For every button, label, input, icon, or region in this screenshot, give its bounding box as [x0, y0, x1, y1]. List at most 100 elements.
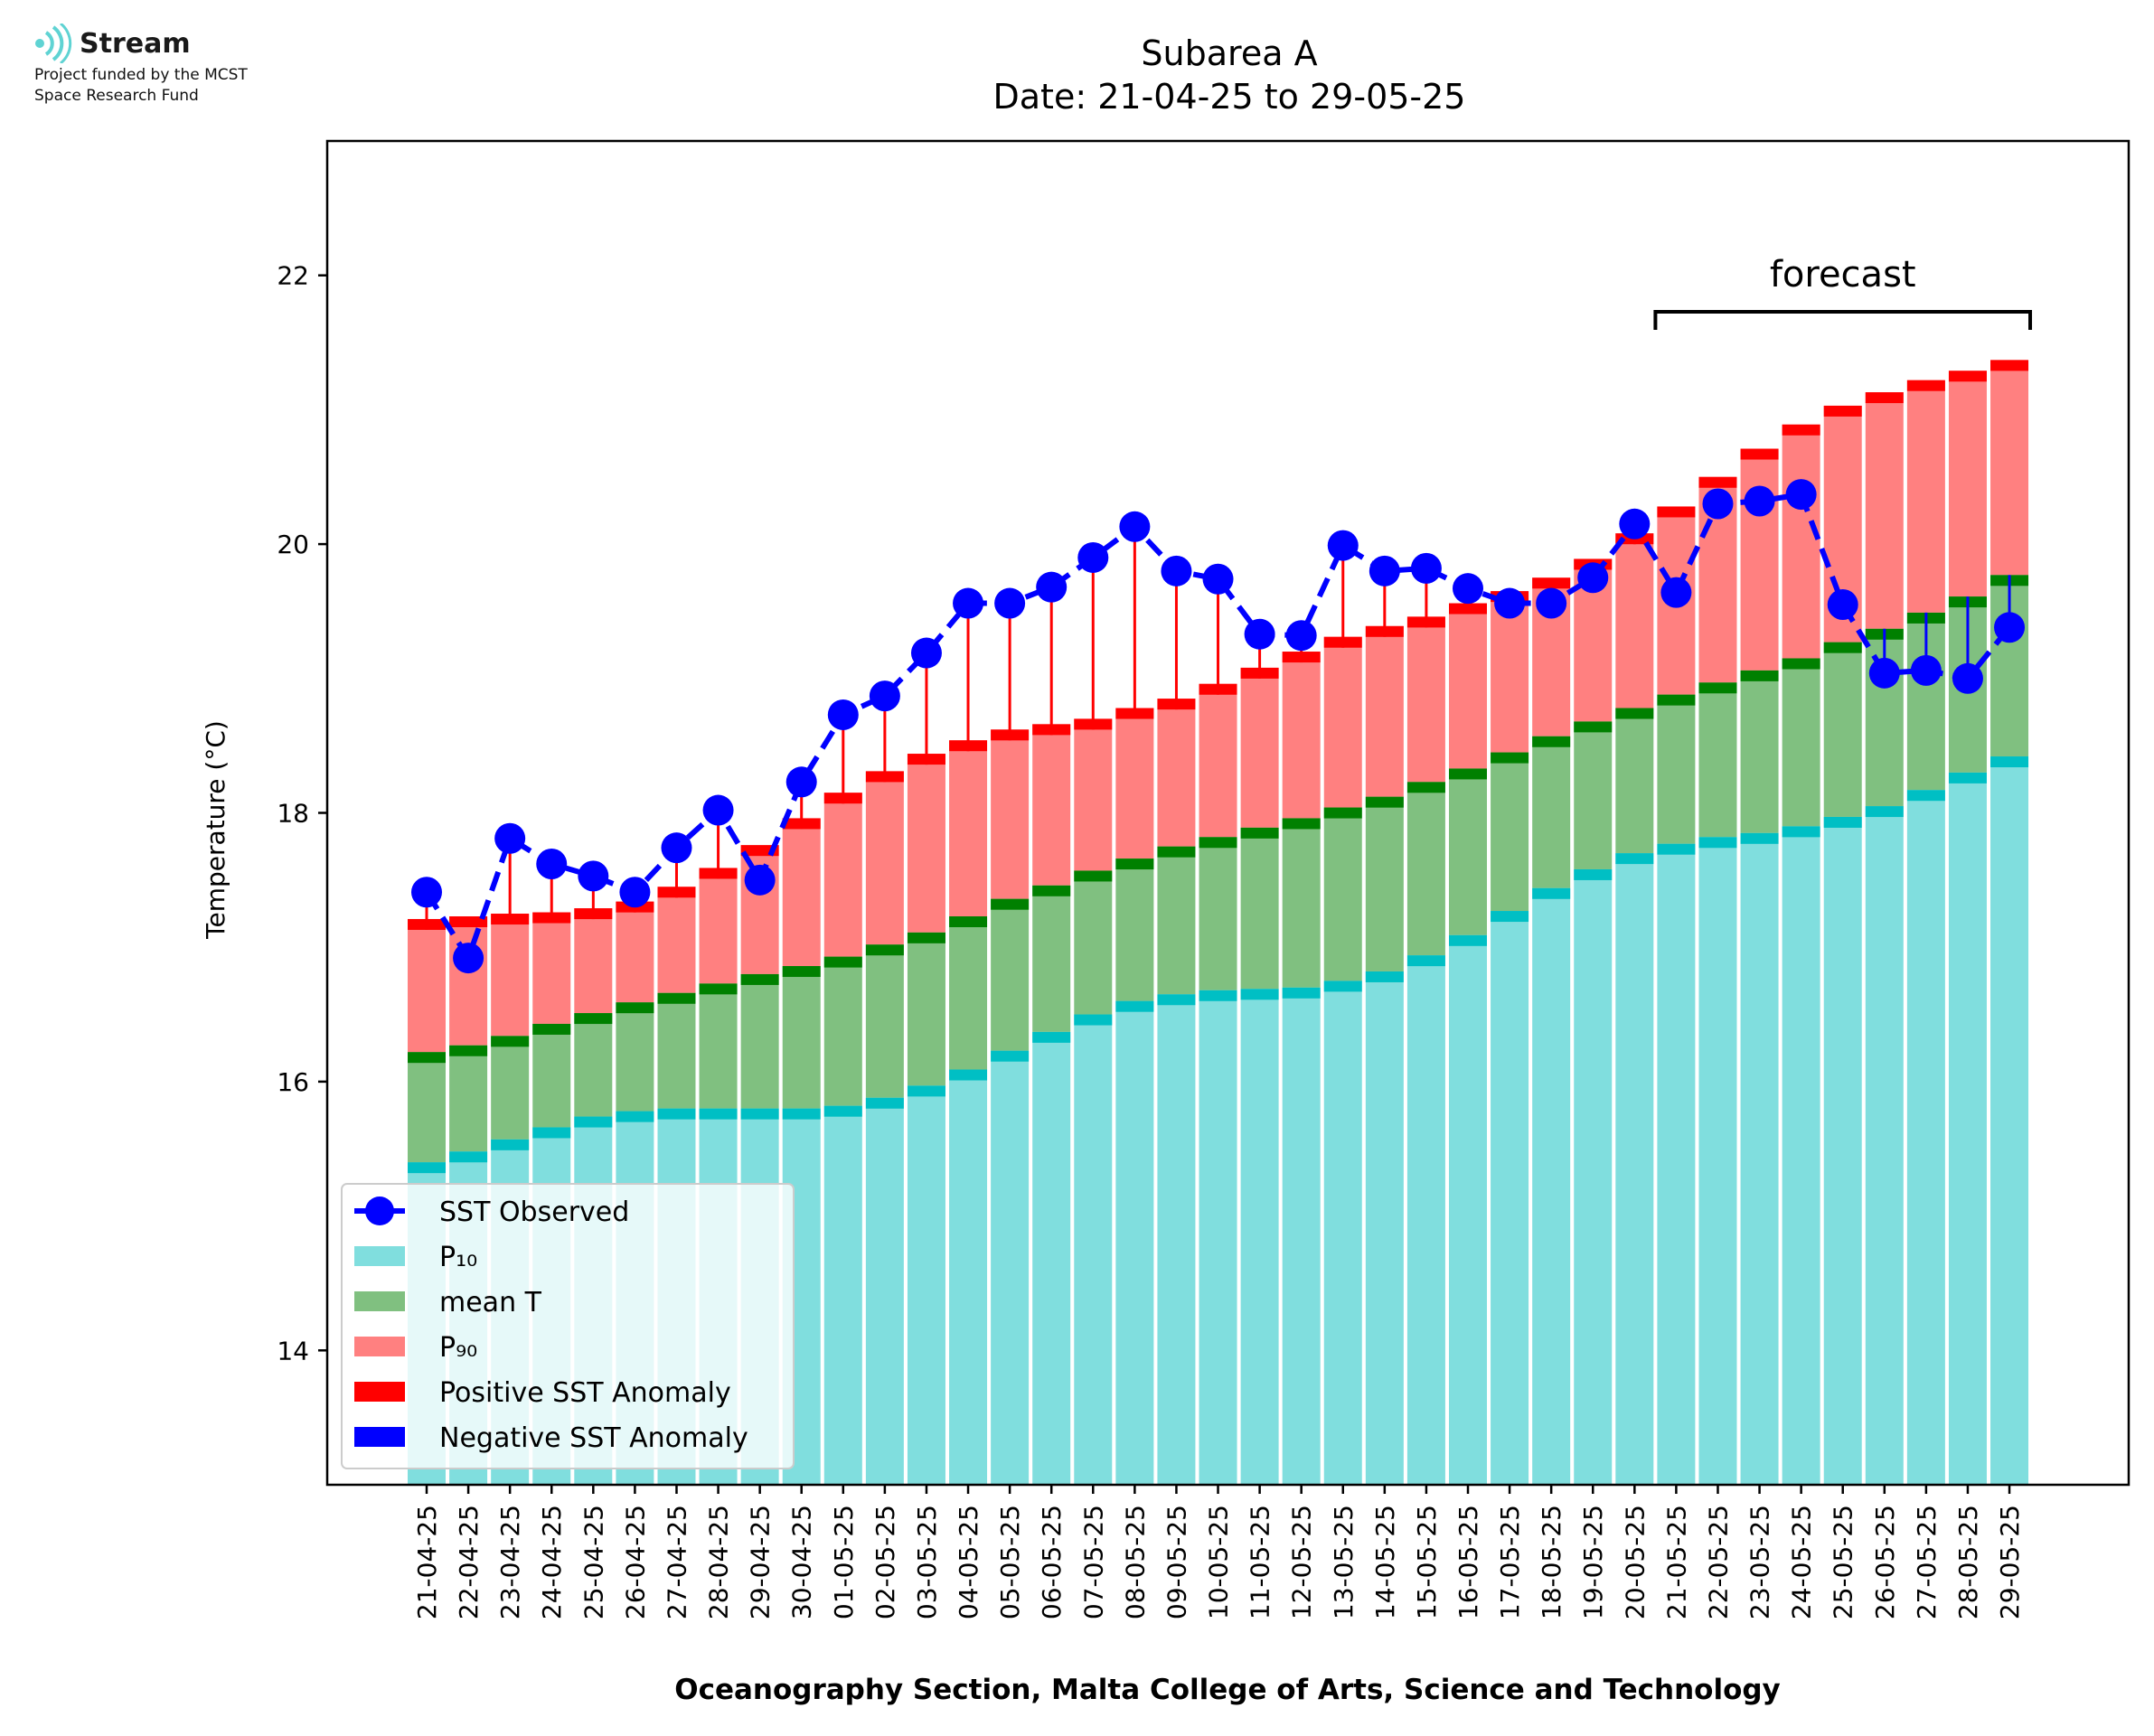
y-tick-label: 20: [277, 530, 309, 559]
p90-bar: [1032, 724, 1071, 886]
p10-cap: [1782, 826, 1820, 838]
legend-label: P₁₀: [439, 1242, 477, 1273]
mean-cap: [1449, 768, 1487, 780]
p90-cap: [449, 915, 488, 927]
p90-bar: [1115, 708, 1154, 859]
sst-observed-point: [869, 680, 900, 712]
mean-bar: [1823, 642, 1862, 817]
x-tick-label: 01-05-25: [829, 1505, 859, 1619]
p90-bar: [491, 914, 530, 1037]
x-tick-label: 26-05-25: [1870, 1505, 1900, 1619]
mean-bar: [491, 1036, 530, 1140]
p10-bar: [949, 1069, 988, 1485]
x-axis: 21-04-25 22-04-25 23-04-25 24-04-25 25-04-25…: [412, 1485, 2025, 1619]
legend-swatch-positive-sst-anomaly: [354, 1382, 405, 1402]
legend-label: Positive SST Anomaly: [439, 1377, 731, 1409]
mean-bar: [740, 973, 779, 1109]
mean-cap: [782, 966, 821, 978]
sst-observed-point: [910, 637, 942, 669]
sst-observed-point: [1244, 618, 1275, 650]
p90-cap: [1698, 476, 1737, 488]
p10-cap: [865, 1097, 904, 1109]
p10-cap: [1948, 772, 1987, 784]
y-tick-label: 16: [277, 1067, 309, 1097]
p10-bar: [1115, 1000, 1154, 1485]
p10-cap: [491, 1139, 530, 1150]
mean-cap: [1740, 670, 1779, 681]
legend-marker-icon: [365, 1196, 394, 1225]
p90-cap: [1532, 577, 1571, 589]
p10-cap: [1698, 837, 1737, 849]
p10-bar: [1782, 826, 1820, 1485]
x-tick-label: 21-04-25: [412, 1505, 442, 1619]
mean-bar: [1491, 752, 1529, 912]
mean-bar: [1032, 885, 1071, 1032]
legend-swatch-p: [354, 1246, 405, 1266]
sst-observed-point: [453, 943, 484, 974]
mean-cap: [1823, 642, 1862, 653]
p90-bar: [1449, 603, 1487, 769]
x-tick-label: 12-05-25: [1287, 1505, 1317, 1619]
p10-bar: [1240, 989, 1279, 1485]
mean-bar: [782, 966, 821, 1109]
x-tick-label: 07-05-25: [1078, 1505, 1108, 1619]
mean-bar: [657, 992, 696, 1109]
sst-observed-point: [1994, 612, 2026, 643]
p90-bar: [782, 818, 821, 967]
mean-cap: [1115, 859, 1154, 870]
y-tick-label: 14: [277, 1336, 309, 1365]
logo-brand: Stream: [34, 23, 360, 63]
p10-cap: [1199, 990, 1237, 1001]
mean-bar: [991, 898, 1030, 1051]
mean-bar: [616, 1002, 654, 1112]
x-tick-label: 21-05-25: [1661, 1505, 1691, 1619]
sst-observed-point: [1868, 657, 1900, 689]
p10-bar: [1740, 832, 1779, 1485]
mean-bar: [1698, 682, 1737, 838]
mean-cap: [1074, 870, 1113, 882]
p90-bar: [1740, 448, 1779, 671]
p10-cap: [616, 1111, 654, 1122]
p10-cap: [949, 1069, 988, 1081]
legend-label: mean T: [439, 1287, 542, 1318]
p10-cap: [449, 1151, 488, 1163]
p10-bar: [1823, 816, 1862, 1485]
p10-bar: [1906, 790, 1945, 1485]
mean-cap: [991, 898, 1030, 910]
sst-observed-point: [578, 860, 609, 892]
sst-observed-point: [994, 587, 1026, 619]
p90-bar: [1365, 625, 1404, 797]
p10-bar: [1532, 887, 1571, 1485]
p10-cap: [1491, 911, 1529, 923]
mean-bar: [1199, 837, 1237, 990]
p10-cap: [1074, 1014, 1113, 1026]
x-tick-label: 27-05-25: [1912, 1505, 1942, 1619]
x-tick-label: 18-05-25: [1537, 1505, 1566, 1619]
p10-cap: [823, 1105, 862, 1117]
p90-bar: [532, 912, 571, 1024]
y-axis-label: Temperature (°C): [201, 720, 230, 940]
mean-cap: [1532, 736, 1571, 747]
p10-bar: [1365, 971, 1404, 1485]
x-tick-label: 30-04-25: [787, 1505, 817, 1619]
x-tick-label: 22-04-25: [454, 1505, 484, 1619]
x-tick-label: 16-05-25: [1453, 1505, 1483, 1619]
p90-bar: [574, 908, 613, 1014]
p10-cap: [532, 1127, 571, 1139]
p10-cap: [408, 1162, 446, 1174]
p90-bar: [949, 740, 988, 916]
sst-observed-point: [1952, 662, 1983, 694]
sst-observed-point: [1453, 573, 1483, 605]
forecast-bracket: [1653, 310, 2033, 330]
mean-cap: [1365, 796, 1404, 808]
p10-bar: [1491, 911, 1529, 1485]
mean-cap: [1615, 708, 1654, 719]
x-tick-label: 28-05-25: [1953, 1505, 1983, 1619]
x-tick-label: 29-05-25: [1995, 1505, 2025, 1619]
x-tick-label: 26-04-25: [620, 1505, 650, 1619]
mean-cap: [949, 915, 988, 927]
mean-bar: [1365, 796, 1404, 971]
sst-observed-point: [1161, 555, 1192, 586]
p10-cap: [1574, 868, 1613, 880]
mean-cap: [865, 944, 904, 956]
